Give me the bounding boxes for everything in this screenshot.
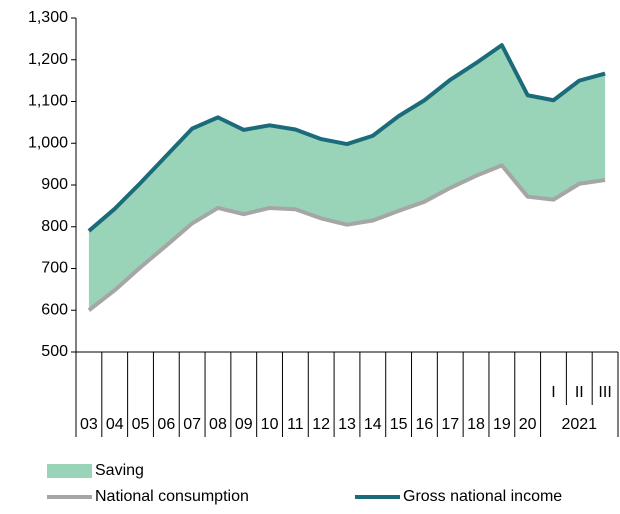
y-tick-label: 900 xyxy=(41,176,68,193)
saving-area xyxy=(88,45,606,311)
x-tick-label: 07 xyxy=(183,416,201,433)
x-tick-label: 08 xyxy=(209,416,227,433)
x-group-label: 2021 xyxy=(561,416,597,433)
x-tick-label: 10 xyxy=(261,416,279,433)
y-tick-label: 1,000 xyxy=(28,134,68,151)
legend-label: National consumption xyxy=(95,488,249,505)
y-tick-label: 600 xyxy=(41,301,68,318)
y-tick-label: 1,200 xyxy=(28,51,68,68)
x-tick-label: 03 xyxy=(80,416,98,433)
series-line xyxy=(87,43,606,233)
y-tick-label: 1,300 xyxy=(28,9,68,26)
x-tick-label: 15 xyxy=(390,416,408,433)
x-tick-label: 09 xyxy=(235,416,253,433)
x-tick-label: 11 xyxy=(287,416,304,433)
legend-label: Saving xyxy=(95,462,144,479)
series-line xyxy=(87,163,606,312)
legend-label: Gross national income xyxy=(403,488,562,505)
x-tick-label: 05 xyxy=(132,416,150,433)
x-tick-label: 14 xyxy=(364,416,382,433)
x-tick-label: III xyxy=(598,384,611,401)
legend-swatch xyxy=(47,464,92,478)
y-tick-label: 1,100 xyxy=(28,93,68,110)
x-tick-label: 17 xyxy=(441,416,459,433)
x-tick-label: 18 xyxy=(467,416,485,433)
x-tick-label: 06 xyxy=(157,416,175,433)
x-tick-label: 12 xyxy=(312,416,330,433)
x-tick-label: II xyxy=(575,384,584,401)
y-tick-label: 700 xyxy=(41,260,68,277)
x-tick-label: 13 xyxy=(338,416,356,433)
y-tick-label: 800 xyxy=(41,218,68,235)
x-tick-label: 16 xyxy=(416,416,434,433)
y-tick-label: 500 xyxy=(41,343,68,360)
x-tick-label: 20 xyxy=(519,416,537,433)
x-tick-label: 04 xyxy=(106,416,124,433)
x-tick-label: I xyxy=(551,384,555,401)
x-tick-label: 19 xyxy=(493,416,511,433)
